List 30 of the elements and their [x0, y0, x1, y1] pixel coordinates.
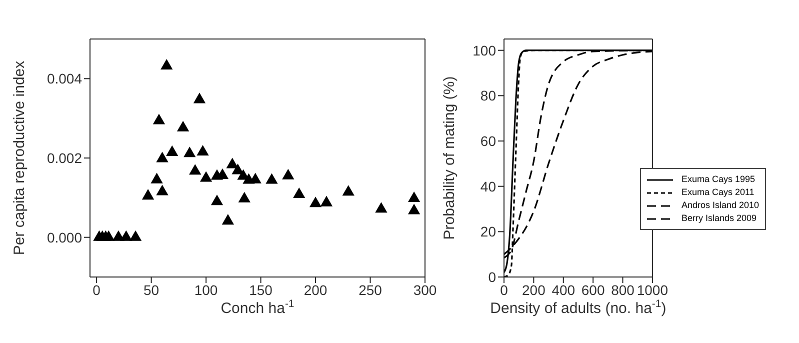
y-axis-title: Per capita reproductive index — [11, 60, 28, 256]
x-tick-label: 150 — [249, 282, 273, 298]
x-tick-label: 200 — [304, 282, 328, 298]
x-tick-label: 1000 — [636, 282, 668, 298]
y-tick-label: 0.002 — [46, 150, 82, 166]
y-axis-title: Probability of mating (%) — [441, 76, 458, 240]
x-tick-label: 250 — [358, 282, 382, 298]
y-tick-label: 60 — [480, 132, 496, 149]
x-axis-title: Density of adults (no. ha$^{-1}$) — [490, 298, 666, 317]
x-tick-label: 800 — [611, 282, 635, 298]
legend-label: Exuma Cays 2011 — [681, 186, 754, 199]
x-tick-label: 400 — [552, 282, 576, 298]
x-tick-label: 0 — [92, 282, 101, 298]
x-tick-label: 300 — [413, 282, 437, 298]
y-tick-label: 100 — [472, 42, 496, 58]
x-axis-title: Conch ha$^{-1}$ — [220, 298, 294, 317]
x-tick-label: 200 — [522, 282, 546, 298]
x-tick-label: 600 — [581, 282, 605, 298]
x-tick-label: 100 — [194, 282, 218, 298]
y-tick-label: 20 — [480, 224, 496, 240]
y-tick-label: 0.000 — [46, 229, 82, 246]
x-tick-label: 50 — [144, 282, 160, 298]
x-tick-label: 0 — [500, 282, 508, 298]
legend-label: Exuma Cays 1995 — [681, 173, 755, 186]
y-tick-label: 0.004 — [46, 70, 82, 87]
legend-label: Andros Island 2010 — [681, 199, 759, 212]
y-tick-label: 80 — [480, 88, 496, 104]
y-tick-label: 40 — [480, 178, 496, 194]
y-tick-label: 0 — [488, 268, 496, 285]
legend-label: Berry Islands 2009 — [681, 212, 756, 225]
